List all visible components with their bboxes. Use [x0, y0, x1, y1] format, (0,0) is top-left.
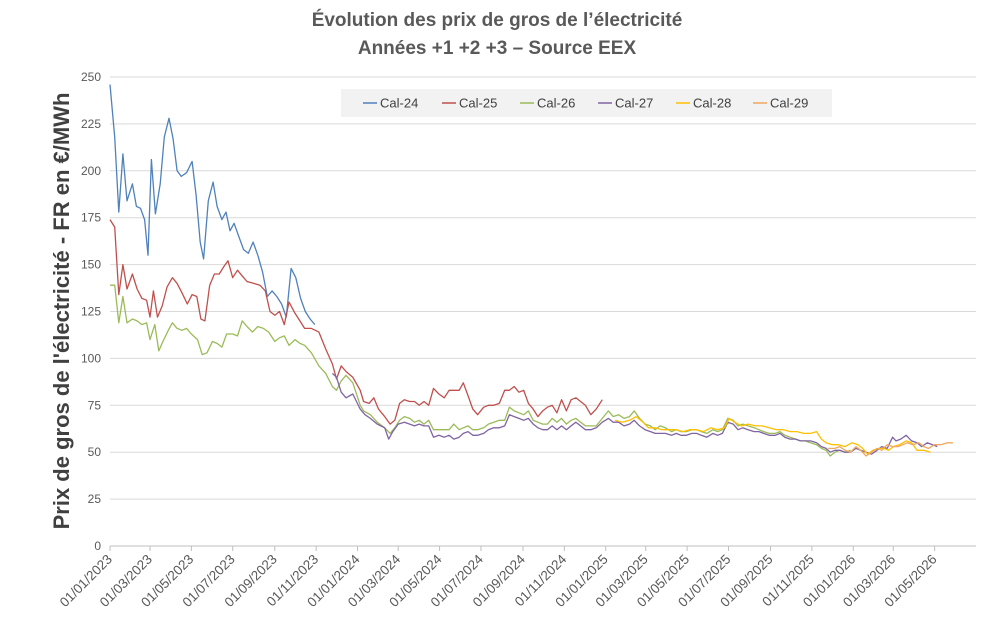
legend: Cal-24 Cal-25 Cal-26 Cal-27 Cal-28 Cal-29 — [341, 89, 832, 117]
legend-label: Cal-28 — [693, 96, 731, 111]
legend-label: Cal-25 — [459, 96, 497, 111]
chart-subtitle: Années +1 +2 +3 – Source EEX — [358, 38, 637, 59]
series-line-cal-24 — [109, 84, 316, 326]
series-line-cal-27 — [331, 372, 938, 455]
series-line-cal-26 — [110, 284, 851, 457]
chart-title: Évolution des prix de gros de l’électric… — [312, 9, 683, 31]
y-tick-label: 250 — [81, 70, 101, 84]
legend-box — [341, 89, 832, 117]
y-tick-label: 0 — [94, 539, 101, 553]
legend-label: Cal-29 — [770, 96, 808, 111]
series-line-cal-25 — [109, 219, 603, 425]
y-tick-label: 75 — [88, 398, 102, 412]
series-line-cal-29 — [828, 442, 953, 457]
y-tick-label: 125 — [81, 305, 101, 319]
legend-label: Cal-26 — [537, 96, 575, 111]
series-group — [109, 84, 953, 457]
y-tick-label: 225 — [81, 117, 101, 131]
gridlines — [110, 76, 976, 500]
series-line-cal-28 — [615, 415, 931, 455]
y-tick-label: 200 — [81, 164, 101, 178]
y-tick-label: 100 — [81, 351, 101, 365]
legend-label: Cal-27 — [615, 96, 653, 111]
legend-label: Cal-24 — [380, 96, 418, 111]
y-tick-label: 50 — [88, 445, 102, 459]
y-axis-ticks: 0 25 50 75 100 125 150 175 200 225 250 — [81, 70, 101, 553]
x-axis: 01/01/202301/03/202301/05/202301/07/2023… — [57, 545, 976, 610]
y-axis-label: Prix de gros de l'électricité - FR en €/… — [49, 93, 74, 530]
y-tick-label: 175 — [81, 211, 101, 225]
y-tick-label: 150 — [81, 258, 101, 272]
y-tick-label: 25 — [88, 492, 102, 506]
